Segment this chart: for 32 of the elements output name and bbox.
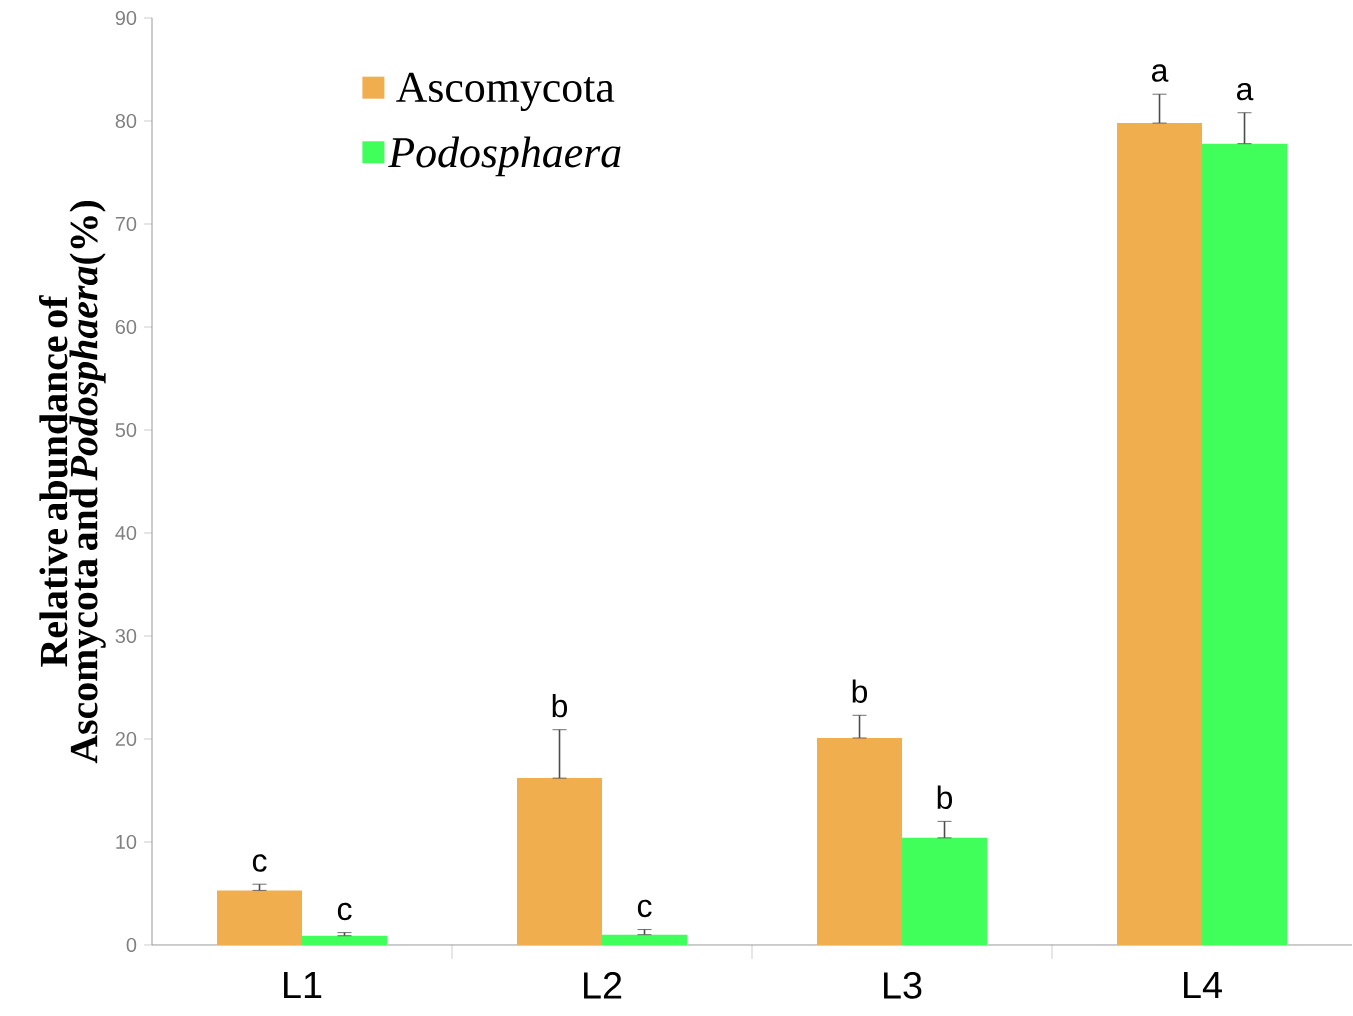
bar	[602, 934, 688, 945]
y-tick-label: 90	[115, 10, 137, 26]
annotation: b	[937, 785, 953, 809]
y-tick-label: 10	[116, 834, 137, 850]
annotation: c	[637, 899, 652, 918]
x-tick-label: L1	[284, 972, 322, 999]
y-tick-label: 80	[115, 113, 137, 129]
bar	[902, 837, 988, 945]
legend-label: Podosphaera	[388, 136, 621, 177]
annotation: a	[1237, 82, 1254, 101]
annotation: c	[337, 902, 352, 921]
annotation: a	[1152, 64, 1169, 82]
y-tick-label: 0	[126, 937, 137, 953]
annotation: c	[252, 854, 267, 872]
annotation: b	[852, 679, 868, 703]
annotation: b	[552, 693, 568, 718]
x-tick-label: L4	[1184, 972, 1222, 999]
bar	[302, 935, 388, 945]
y-tick-label: 20	[115, 731, 137, 747]
y-tick-label: 70	[115, 216, 137, 232]
y-tick-label: 30	[115, 628, 137, 644]
x-tick-label: L3	[884, 972, 922, 999]
bar	[1202, 143, 1288, 945]
legend-label: Ascomycota	[396, 72, 615, 112]
bar	[517, 778, 603, 945]
bar	[1117, 123, 1203, 945]
y-tick-label: 60	[115, 319, 137, 335]
bar	[817, 737, 903, 945]
y-tick-label: 50	[115, 422, 137, 438]
x-tick-label: L2	[584, 972, 622, 999]
y-tick-label: 40	[115, 525, 137, 541]
bar	[217, 890, 303, 945]
